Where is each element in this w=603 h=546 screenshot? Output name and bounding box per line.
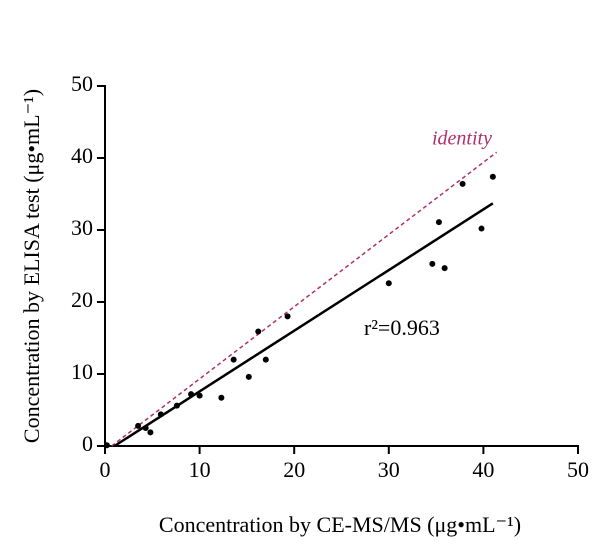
point: [429, 260, 436, 267]
x-tick-label: 30: [378, 457, 400, 482]
point: [230, 356, 237, 363]
x-tick-label: 0: [100, 457, 111, 482]
point: [441, 265, 448, 272]
point: [489, 173, 496, 180]
identity-line: [111, 151, 498, 447]
y-tick-label: 30: [71, 215, 93, 240]
point: [103, 442, 110, 449]
point: [385, 280, 392, 287]
point: [478, 225, 485, 232]
point: [196, 392, 203, 399]
point: [435, 219, 442, 226]
point: [284, 313, 291, 320]
y-tick-label: 50: [71, 71, 93, 96]
point: [255, 328, 262, 335]
y-axis-label: Concentration by ELISA test (μg•mL⁻¹): [19, 89, 44, 443]
point: [147, 429, 154, 436]
fit-label: r²=0.963: [364, 315, 440, 340]
y-tick-label: 20: [71, 287, 93, 312]
x-axis-label: Concentration by CE-MS/MS (μg•mL⁻¹): [159, 512, 521, 537]
x-tick-label: 20: [283, 457, 305, 482]
point: [173, 402, 180, 409]
y-tick-label: 40: [71, 143, 93, 168]
x-tick-label: 50: [567, 457, 589, 482]
point: [135, 422, 142, 429]
point: [245, 373, 252, 380]
x-tick-label: 10: [189, 457, 211, 482]
point: [157, 411, 164, 418]
point: [262, 356, 269, 363]
y-tick-label: 10: [71, 359, 93, 384]
point: [188, 391, 195, 398]
x-tick-label: 40: [472, 457, 494, 482]
point: [142, 425, 149, 431]
point: [459, 180, 466, 187]
point: [218, 394, 225, 401]
y-tick-label: 0: [82, 431, 93, 456]
identity-label: identity: [432, 128, 492, 150]
